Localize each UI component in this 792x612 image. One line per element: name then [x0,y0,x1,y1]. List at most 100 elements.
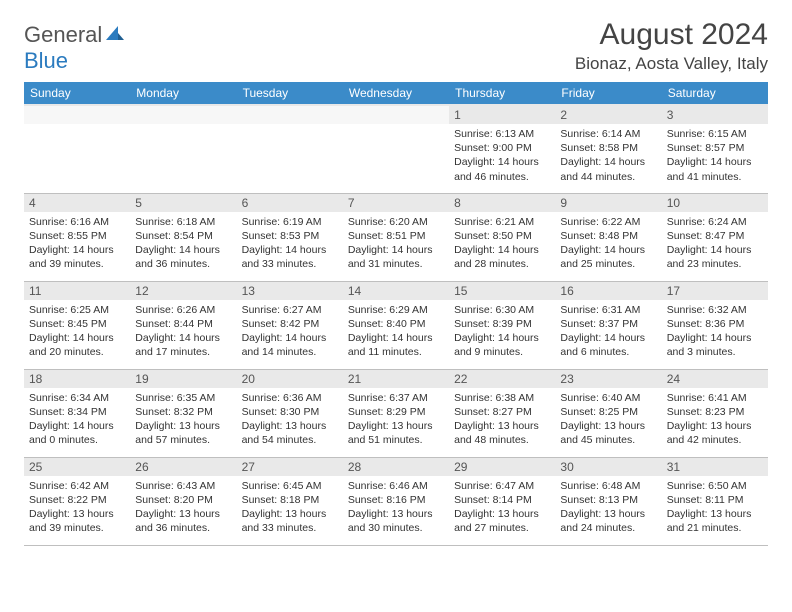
daylight-text: Daylight: 13 hours and 30 minutes. [348,507,444,535]
daylight-text: Daylight: 14 hours and 6 minutes. [560,331,656,359]
day-number-bar: 9 [555,194,661,212]
sunrise-text: Sunrise: 6:26 AM [135,303,231,317]
sunrise-text: Sunrise: 6:30 AM [454,303,550,317]
calendar-cell: 6Sunrise: 6:19 AMSunset: 8:53 PMDaylight… [237,193,343,281]
day-number-bar: 1 [449,106,555,124]
day-content: Sunrise: 6:46 AMSunset: 8:16 PMDaylight:… [343,476,449,540]
calendar-week-row: 18 Sunrise: 6:34 AMSunset: 8:34 PM Dayligh… [24,369,768,457]
day-number-bar: 11 [24,282,130,300]
daylight-text: Daylight: 14 hours and 3 minutes. [667,331,763,359]
day-number-bar: 29 [449,458,555,476]
day-content: Sunrise: 6:26 AMSunset: 8:44 PMDaylight:… [130,300,236,364]
sunrise-text: Sunrise: 6:31 AM [560,303,656,317]
sunset-text: Sunset: 8:32 PM [135,405,231,419]
sunset-text: Sunset: 8:55 PM [29,229,125,243]
day-content: Sunrise: 6:50 AMSunset: 8:11 PMDaylight:… [662,476,768,540]
brand-name: GeneralBlue [24,22,124,74]
day-content: Sunrise: 6:16 AMSunset: 8:55 PMDaylight:… [24,212,130,276]
calendar-cell [237,105,343,193]
day-number-bar: 3 [662,106,768,124]
calendar-cell: 1Sunrise: 6:13 AMSunset: 9:00 PMDaylight… [449,105,555,193]
sunrise-text: Sunrise: 6:34 AM [29,391,125,405]
calendar-week-row: 11Sunrise: 6:25 AMSunset: 8:45 PMDayligh… [24,281,768,369]
calendar-week-row: 4Sunrise: 6:16 AMSunset: 8:55 PMDaylight… [24,193,768,281]
daylight-text: Daylight: 13 hours and 36 minutes. [135,507,231,535]
day-content: Sunrise: 6:20 AMSunset: 8:51 PMDaylight:… [343,212,449,276]
daylight-text: Daylight: 13 hours and 45 minutes. [560,419,656,447]
weekday-header: Wednesday [343,82,449,105]
day-number-bar: 25 [24,458,130,476]
sunset-text: Sunset: 8:27 PM [454,405,550,419]
sunrise-text: Sunrise: 6:35 AM [135,391,231,405]
day-content: Sunrise: 6:43 AMSunset: 8:20 PMDaylight:… [130,476,236,540]
day-content: Sunrise: 6:45 AMSunset: 8:18 PMDaylight:… [237,476,343,540]
sunset-text: Sunset: 8:53 PM [242,229,338,243]
brand-logo: GeneralBlue [24,22,124,74]
calendar-cell: 31Sunrise: 6:50 AMSunset: 8:11 PMDayligh… [662,457,768,545]
sunrise-text: Sunrise: 6:29 AM [348,303,444,317]
day-content: Sunrise: 6:35 AMSunset: 8:32 PMDaylight:… [130,388,236,452]
sunset-text: Sunset: 8:11 PM [667,493,763,507]
sunset-text: Sunset: 8:14 PM [454,493,550,507]
calendar-cell: 22Sunrise: 6:38 AMSunset: 8:27 PMDayligh… [449,369,555,457]
daylight-text: Daylight: 14 hours and 9 minutes. [454,331,550,359]
day-number-bar: 31 [662,458,768,476]
sunset-text: Sunset: 8:45 PM [29,317,125,331]
sunset-text: Sunset: 8:50 PM [454,229,550,243]
calendar-cell: 8Sunrise: 6:21 AMSunset: 8:50 PMDaylight… [449,193,555,281]
day-content: Sunrise: 6:21 AMSunset: 8:50 PMDaylight:… [449,212,555,276]
calendar-cell: 11Sunrise: 6:25 AMSunset: 8:45 PMDayligh… [24,281,130,369]
day-number-bar: 7 [343,194,449,212]
sunset-text: Sunset: 8:18 PM [242,493,338,507]
day-content: Sunrise: 6:18 AMSunset: 8:54 PMDaylight:… [130,212,236,276]
day-number-bar: 4 [24,194,130,212]
day-number-bar: 20 [237,370,343,388]
sunset-text: Sunset: 8:42 PM [242,317,338,331]
calendar-cell: 10Sunrise: 6:24 AMSunset: 8:47 PMDayligh… [662,193,768,281]
day-number-bar: 27 [237,458,343,476]
sunset-text: Sunset: 8:58 PM [560,141,656,155]
header: GeneralBlue August 2024 Bionaz, Aosta Va… [24,18,768,74]
day-content: Sunrise: 6:37 AMSunset: 8:29 PMDaylight:… [343,388,449,452]
day-content: Sunrise: 6:48 AMSunset: 8:13 PMDaylight:… [555,476,661,540]
daylight-text: Daylight: 14 hours and 41 minutes. [667,155,763,183]
day-number-bar: 17 [662,282,768,300]
calendar-cell: 21Sunrise: 6:37 AMSunset: 8:29 PMDayligh… [343,369,449,457]
day-content: Sunrise: 6:40 AMSunset: 8:25 PMDaylight:… [555,388,661,452]
sunset-text: Sunset: 8:57 PM [667,141,763,155]
calendar-cell: 13Sunrise: 6:27 AMSunset: 8:42 PMDayligh… [237,281,343,369]
weekday-header: Sunday [24,82,130,105]
daylight-text: Daylight: 13 hours and 39 minutes. [29,507,125,535]
sunrise-text: Sunrise: 6:46 AM [348,479,444,493]
daylight-text: Daylight: 14 hours and 36 minutes. [135,243,231,271]
sunrise-text: Sunrise: 6:13 AM [454,127,550,141]
calendar-cell: 16Sunrise: 6:31 AMSunset: 8:37 PMDayligh… [555,281,661,369]
day-number-bar: 10 [662,194,768,212]
page: GeneralBlue August 2024 Bionaz, Aosta Va… [0,0,792,564]
sunset-text: Sunset: 8:30 PM [242,405,338,419]
day-content: Sunrise: 6:14 AMSunset: 8:58 PMDaylight:… [555,124,661,188]
day-number-bar: 18 [24,370,130,388]
sunrise-text: Sunrise: 6:32 AM [667,303,763,317]
calendar-cell: 18Sunrise: 6:34 AMSunset: 8:34 PMDayligh… [24,369,130,457]
calendar-cell [24,105,130,193]
day-content: Sunrise: 6:22 AMSunset: 8:48 PMDaylight:… [555,212,661,276]
location: Bionaz, Aosta Valley, Italy [575,54,768,74]
day-number-bar: 21 [343,370,449,388]
weekday-header: Saturday [662,82,768,105]
daylight-text: Daylight: 13 hours and 57 minutes. [135,419,231,447]
day-content: Sunrise: 6:36 AMSunset: 8:30 PMDaylight:… [237,388,343,452]
sunset-text: Sunset: 8:34 PM [29,405,125,419]
day-content: Sunrise: 6:32 AMSunset: 8:36 PMDaylight:… [662,300,768,364]
calendar-cell: 4Sunrise: 6:16 AMSunset: 8:55 PMDaylight… [24,193,130,281]
daylight-text: Daylight: 14 hours and 46 minutes. [454,155,550,183]
sunrise-text: Sunrise: 6:18 AM [135,215,231,229]
brand-name-part1: General [24,22,102,47]
calendar-cell: 23Sunrise: 6:40 AMSunset: 8:25 PMDayligh… [555,369,661,457]
weekday-header: Tuesday [237,82,343,105]
day-content: Sunrise: 6:24 AMSunset: 8:47 PMDaylight:… [662,212,768,276]
sunset-text: Sunset: 8:25 PM [560,405,656,419]
day-number-bar: 14 [343,282,449,300]
day-content: Sunrise: 6:15 AMSunset: 8:57 PMDaylight:… [662,124,768,188]
calendar-body: 1Sunrise: 6:13 AMSunset: 9:00 PMDaylight… [24,105,768,545]
